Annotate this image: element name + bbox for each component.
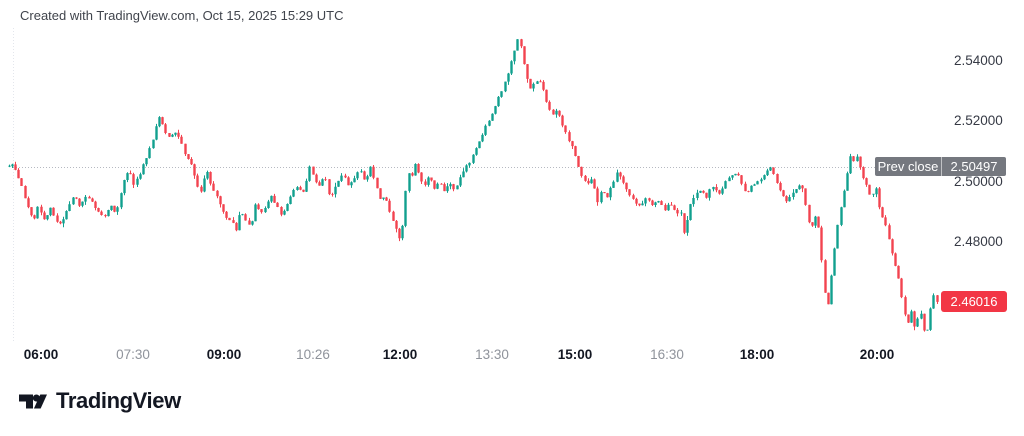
badge-divider [941, 157, 942, 177]
time-tick-label: 13:30 [475, 347, 509, 362]
price-tick-label: 2.52000 [954, 113, 1003, 129]
tradingview-logo-text: TradingView [56, 388, 181, 413]
time-tick-label: 12:00 [382, 347, 418, 362]
tradingview-logo[interactable]: TradingView [19, 390, 181, 412]
time-tick-label: 16:30 [650, 347, 684, 362]
time-tick-label: 07:30 [116, 347, 150, 362]
price-tick-label: 2.50000 [954, 173, 1003, 189]
time-tick-label: 15:00 [557, 347, 593, 362]
last-price-badge: 2.46016 [941, 291, 1007, 313]
price-tick-label: 2.48000 [954, 234, 1003, 249]
prev-close-badge: Prev close 2.50497 [875, 157, 1006, 177]
time-tick-label: 20:00 [859, 347, 895, 362]
tradingview-logo-icon [19, 394, 47, 408]
time-tick-label: 09:00 [206, 347, 242, 362]
prev-close-label: Prev close [877, 159, 939, 175]
time-tick-label: 06:00 [23, 347, 59, 362]
time-tick-label: 10:26 [296, 347, 330, 362]
price-tick-label: 2.54000 [954, 53, 1003, 68]
time-tick-label: 18:00 [739, 347, 775, 362]
credit-text: Created with TradingView.com, Oct 15, 20… [20, 8, 344, 23]
prev-close-value: 2.50497 [950, 159, 998, 175]
